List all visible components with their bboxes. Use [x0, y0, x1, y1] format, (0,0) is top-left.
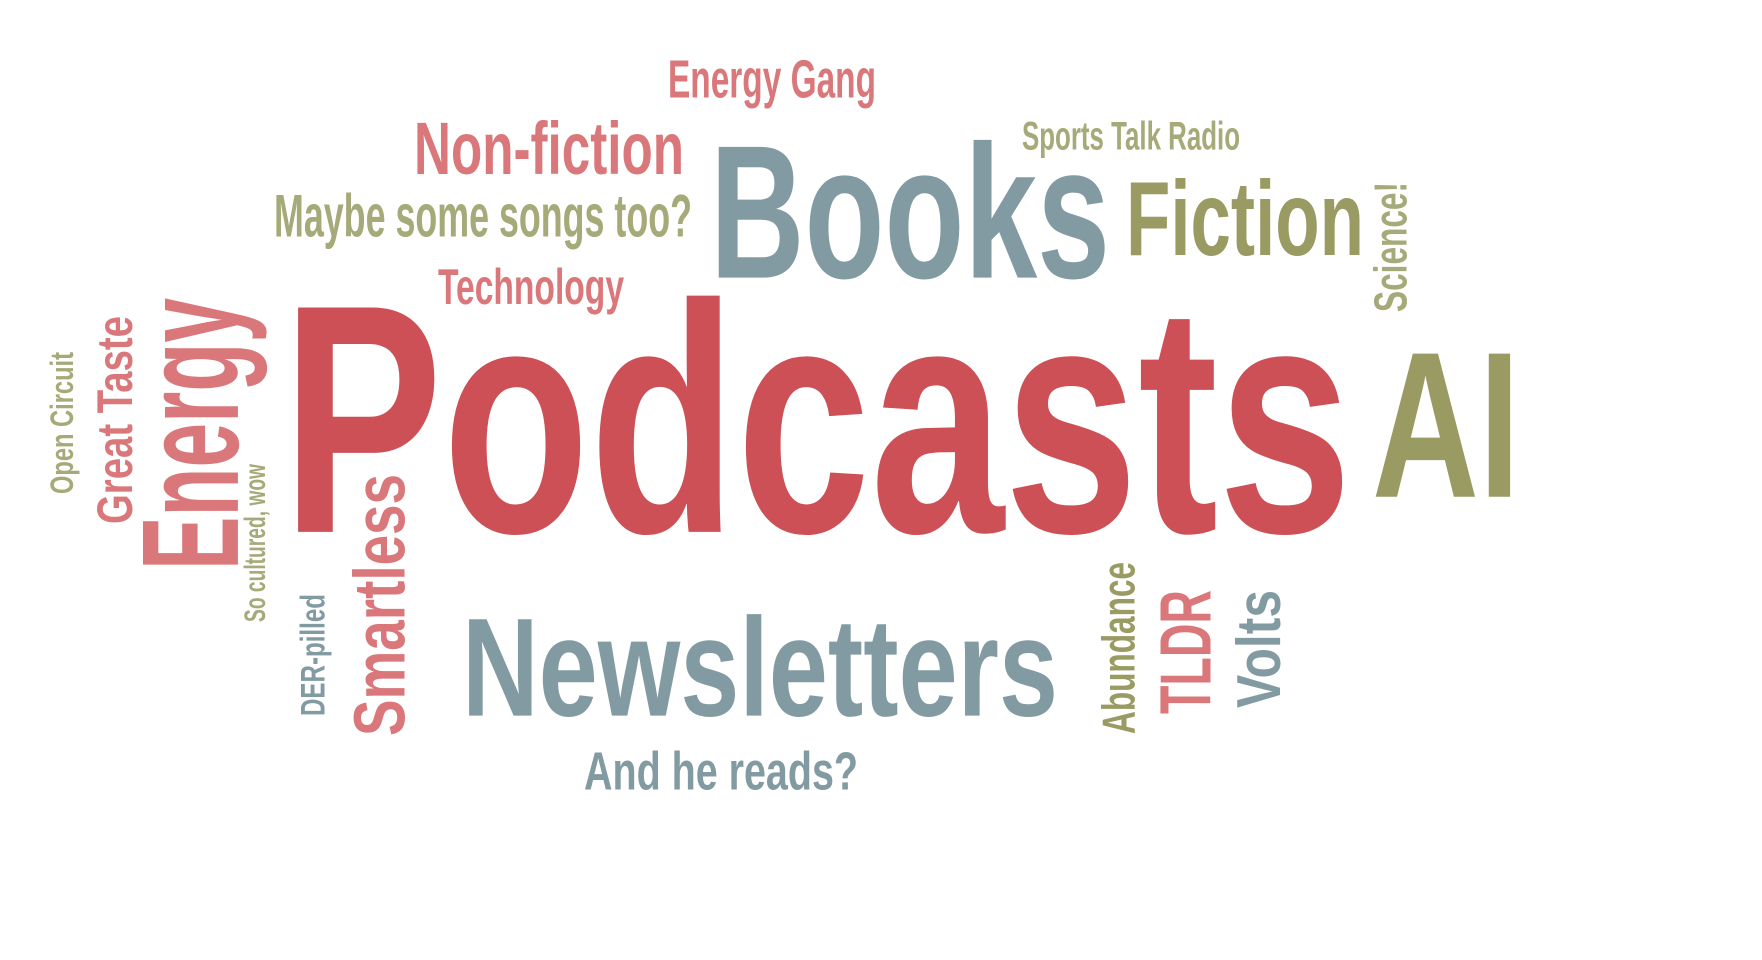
word-abundance: Abundance [1093, 562, 1145, 734]
word-non-fiction: Non-fiction [414, 107, 684, 191]
word-der-pilled: DER-pilled [293, 594, 333, 716]
word-podcasts: Podcasts [282, 238, 1352, 604]
word-maybe-some-songs: Maybe some songs too? [274, 182, 692, 250]
word-great-taste: Great Taste [87, 316, 143, 524]
word-so-cultured: So cultured, wow [238, 464, 272, 622]
word-volts: Volts [1224, 590, 1294, 708]
word-sports-talk-radio: Sports Talk Radio [1022, 113, 1240, 159]
word-newsletters: Newsletters [462, 589, 1058, 747]
word-and-he-reads: And he reads? [584, 740, 858, 802]
word-ai: AI [1372, 309, 1520, 543]
word-smartless: Smartless [339, 474, 421, 736]
word-tldr: TLDR [1145, 590, 1227, 714]
word-open-circuit: Open Circuit [44, 352, 80, 494]
word-energy-gang: Energy Gang [668, 48, 876, 110]
word-books: Books [710, 106, 1110, 320]
word-fiction: Fiction [1126, 159, 1364, 279]
word-technology: Technology [438, 259, 624, 315]
word-science: Science! [1365, 182, 1417, 312]
